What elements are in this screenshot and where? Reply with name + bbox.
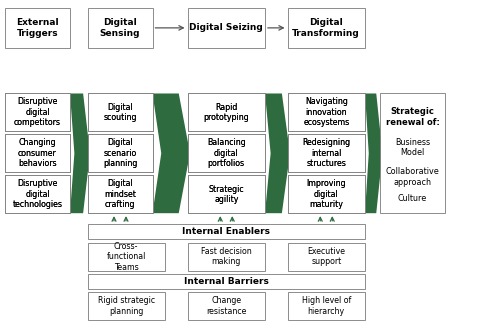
Text: Digital
scenario
planning: Digital scenario planning <box>103 138 137 168</box>
Text: Digital
scouting: Digital scouting <box>104 103 137 122</box>
FancyBboxPatch shape <box>88 93 152 131</box>
FancyBboxPatch shape <box>380 93 445 213</box>
FancyBboxPatch shape <box>88 292 165 320</box>
Text: Digital
scouting: Digital scouting <box>104 103 137 122</box>
FancyBboxPatch shape <box>188 93 265 131</box>
FancyBboxPatch shape <box>88 175 152 213</box>
Text: High level of
hierarchy: High level of hierarchy <box>302 296 351 316</box>
Text: Digital
mindset
crafting: Digital mindset crafting <box>104 179 136 209</box>
FancyBboxPatch shape <box>288 134 365 172</box>
Polygon shape <box>365 93 382 213</box>
FancyBboxPatch shape <box>288 292 365 320</box>
Text: Rapid
prototyping: Rapid prototyping <box>204 103 249 122</box>
Text: Digital
mindset
crafting: Digital mindset crafting <box>104 179 136 209</box>
Text: Internal Enablers: Internal Enablers <box>182 227 270 236</box>
FancyBboxPatch shape <box>5 93 70 131</box>
FancyBboxPatch shape <box>288 134 365 172</box>
Text: Improving
digital
maturity: Improving digital maturity <box>306 179 346 209</box>
Text: Strategic
agility: Strategic agility <box>208 185 244 204</box>
Text: Balancing
digital
portfolios: Balancing digital portfolios <box>207 138 246 168</box>
Text: Fast decision
making: Fast decision making <box>201 247 252 266</box>
Text: Culture: Culture <box>398 194 427 202</box>
FancyBboxPatch shape <box>188 175 265 213</box>
Text: Rigid strategic
planning: Rigid strategic planning <box>98 296 155 316</box>
Text: Cross-
functional
Teams: Cross- functional Teams <box>106 242 146 272</box>
Text: Collaborative
approach: Collaborative approach <box>386 167 440 187</box>
FancyBboxPatch shape <box>188 134 265 172</box>
Text: Disruptive
digital
competitors: Disruptive digital competitors <box>14 97 61 127</box>
Text: Strategic
agility: Strategic agility <box>208 185 244 204</box>
Text: Rapid
prototyping: Rapid prototyping <box>204 103 249 122</box>
FancyBboxPatch shape <box>88 93 152 131</box>
Text: Digital
Sensing: Digital Sensing <box>100 18 140 38</box>
Text: Digital
scenario
planning: Digital scenario planning <box>103 138 137 168</box>
FancyBboxPatch shape <box>188 292 265 320</box>
Text: Changing
consumer
behaviors: Changing consumer behaviors <box>18 138 57 168</box>
FancyBboxPatch shape <box>5 175 70 213</box>
Text: Improving
digital
maturity: Improving digital maturity <box>306 179 346 209</box>
Polygon shape <box>70 93 90 213</box>
FancyBboxPatch shape <box>288 175 365 213</box>
Text: Navigating
innovation
ecosystems: Navigating innovation ecosystems <box>303 97 350 127</box>
Polygon shape <box>152 93 190 213</box>
Text: Redesigning
internal
structures: Redesigning internal structures <box>302 138 350 168</box>
FancyBboxPatch shape <box>5 175 70 213</box>
FancyBboxPatch shape <box>88 175 152 213</box>
FancyBboxPatch shape <box>88 274 365 289</box>
Text: Balancing
digital
portfolios: Balancing digital portfolios <box>207 138 246 168</box>
FancyBboxPatch shape <box>88 243 165 271</box>
Text: Digital
Transforming: Digital Transforming <box>292 18 360 38</box>
FancyBboxPatch shape <box>5 93 70 131</box>
FancyBboxPatch shape <box>188 175 265 213</box>
FancyBboxPatch shape <box>5 134 70 172</box>
FancyBboxPatch shape <box>5 8 70 48</box>
FancyBboxPatch shape <box>288 8 365 48</box>
Text: Disruptive
digital
competitors: Disruptive digital competitors <box>14 97 61 127</box>
Text: Executive
support: Executive support <box>307 247 345 266</box>
Text: Disruptive
digital
technologies: Disruptive digital technologies <box>12 179 62 209</box>
Polygon shape <box>265 93 290 213</box>
FancyBboxPatch shape <box>88 8 152 48</box>
FancyBboxPatch shape <box>5 134 70 172</box>
FancyBboxPatch shape <box>188 134 265 172</box>
FancyBboxPatch shape <box>188 8 265 48</box>
FancyBboxPatch shape <box>188 243 265 271</box>
FancyBboxPatch shape <box>288 243 365 271</box>
Text: External
Triggers: External Triggers <box>16 18 59 38</box>
FancyBboxPatch shape <box>288 175 365 213</box>
Text: Navigating
innovation
ecosystems: Navigating innovation ecosystems <box>303 97 350 127</box>
Text: Strategic
renewal of:: Strategic renewal of: <box>386 107 440 127</box>
Text: Changing
consumer
behaviors: Changing consumer behaviors <box>18 138 57 168</box>
FancyBboxPatch shape <box>288 93 365 131</box>
FancyBboxPatch shape <box>88 224 365 239</box>
Text: Change
resistance: Change resistance <box>206 296 246 316</box>
Text: Disruptive
digital
technologies: Disruptive digital technologies <box>12 179 62 209</box>
Text: Digital Seizing: Digital Seizing <box>190 23 263 32</box>
FancyBboxPatch shape <box>88 134 152 172</box>
Text: Internal Barriers: Internal Barriers <box>184 277 268 286</box>
FancyBboxPatch shape <box>188 93 265 131</box>
Text: Business
Model: Business Model <box>395 138 430 157</box>
FancyBboxPatch shape <box>88 134 152 172</box>
Text: Redesigning
internal
structures: Redesigning internal structures <box>302 138 350 168</box>
FancyBboxPatch shape <box>288 93 365 131</box>
